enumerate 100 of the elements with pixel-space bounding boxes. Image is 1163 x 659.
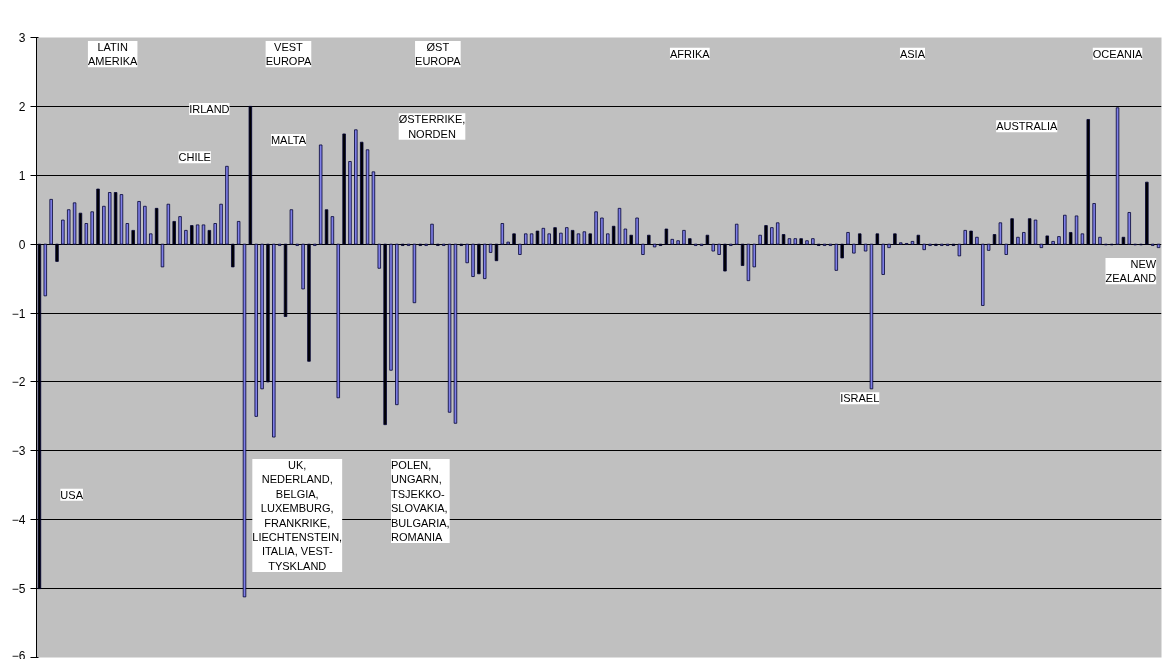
bar <box>1039 243 1044 249</box>
bar <box>793 238 798 245</box>
bar <box>1045 235 1049 245</box>
bar <box>846 232 850 245</box>
bar <box>84 223 89 245</box>
bar <box>96 188 100 245</box>
bar <box>43 243 48 297</box>
y-tick-label: 2 <box>18 99 26 114</box>
bar <box>55 243 59 262</box>
bar <box>342 133 346 245</box>
bar <box>377 243 381 269</box>
bar <box>717 243 721 255</box>
bar <box>606 233 610 245</box>
annotation: ASIA <box>899 47 926 60</box>
bar <box>1057 236 1061 245</box>
annotation: CHILE <box>178 151 211 164</box>
bar <box>348 161 352 245</box>
bar <box>178 216 182 245</box>
bar <box>594 211 598 245</box>
bar <box>1063 214 1067 245</box>
bar <box>160 243 165 268</box>
bar <box>143 205 147 245</box>
bar <box>506 241 510 245</box>
annotation: OCEANIA <box>1092 47 1143 60</box>
bar <box>547 233 551 245</box>
annotation: LATIN AMERIKA <box>87 40 139 68</box>
bar <box>969 230 973 245</box>
y-tick-label: −5 <box>11 582 26 597</box>
bar <box>670 238 674 245</box>
annotation: MALTA <box>270 133 307 146</box>
bar <box>570 229 575 245</box>
bar <box>541 227 546 245</box>
bar <box>254 243 258 417</box>
y-tick-label: 3 <box>18 31 26 45</box>
annotation: VEST EUROPA <box>265 40 312 68</box>
bar <box>770 227 774 245</box>
bar <box>629 234 633 245</box>
bar <box>887 243 891 249</box>
annotation: NEW ZEALAND <box>1105 257 1157 285</box>
bar <box>125 223 130 245</box>
annotation: ISRAEL <box>840 392 880 405</box>
bar <box>752 243 756 268</box>
bar <box>582 231 587 245</box>
bar <box>840 243 844 259</box>
bar <box>688 238 692 245</box>
bar <box>154 207 159 245</box>
annotation: POLEN, UNGARN, TSJEKKO- SLOVAKIA, BULGARIA, ROMANIA <box>390 459 450 544</box>
bar <box>108 192 112 245</box>
bar <box>811 238 815 245</box>
bar <box>102 205 106 245</box>
bar <box>611 225 616 245</box>
bar <box>805 240 809 245</box>
bar <box>875 233 880 245</box>
bar <box>723 243 727 272</box>
bar <box>201 224 206 245</box>
y-tick-label: −3 <box>11 444 26 459</box>
bar <box>1010 218 1014 245</box>
bar <box>471 243 475 277</box>
bar <box>465 243 469 264</box>
bar <box>705 234 710 245</box>
bar <box>764 225 768 245</box>
bar <box>963 229 967 245</box>
bar <box>184 229 188 245</box>
annotation: USA <box>60 488 84 501</box>
bar <box>289 209 294 245</box>
bar <box>893 233 897 245</box>
bar <box>166 203 171 245</box>
bar <box>149 233 153 245</box>
bar <box>61 219 65 245</box>
bar <box>359 141 364 245</box>
bar <box>236 221 241 245</box>
bar <box>1004 243 1008 255</box>
y-tick-label: 0 <box>18 237 26 252</box>
bar <box>1027 218 1032 245</box>
annotation: AFRIKA <box>669 47 711 60</box>
bar <box>635 217 639 245</box>
bar <box>512 233 516 245</box>
bar <box>213 223 217 245</box>
bar <box>483 243 487 280</box>
bar <box>799 238 803 245</box>
annotation: IRLAND <box>189 102 230 115</box>
annotation: UK, NEDERLAND, BELGIA, LUXEMBURG, FRANKRIKE, LIECHTENSTEIN, ITALIA, VEST- TYSKLAND <box>252 459 343 572</box>
bar <box>172 221 176 245</box>
bar <box>535 230 540 245</box>
bar <box>916 234 921 245</box>
bar <box>1092 203 1096 245</box>
bar <box>190 225 194 245</box>
bar <box>834 243 839 271</box>
bar <box>957 243 962 257</box>
bar <box>389 243 393 371</box>
bar <box>981 243 985 306</box>
bar <box>623 228 628 245</box>
bar <box>676 240 680 245</box>
bar <box>383 243 387 426</box>
bar <box>553 227 557 245</box>
bar <box>682 229 686 245</box>
bar <box>559 232 563 245</box>
bar <box>734 223 739 245</box>
y-tick-label: −1 <box>11 306 26 321</box>
bar <box>260 243 264 390</box>
